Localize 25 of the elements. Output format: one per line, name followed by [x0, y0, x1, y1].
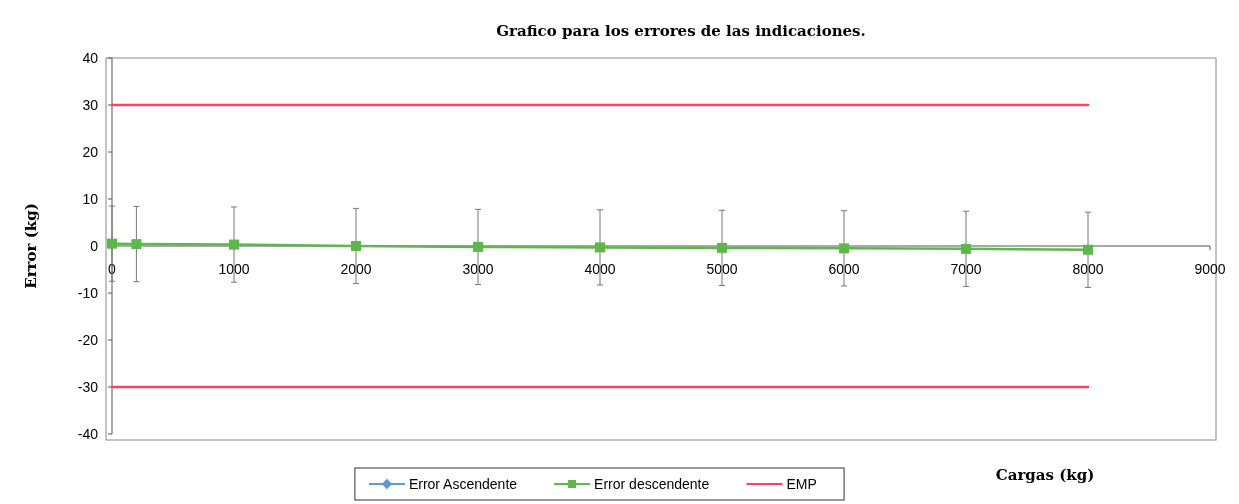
y-axis-title: Error (kg) [22, 203, 40, 289]
x-axis-title: Cargas (kg) [995, 466, 1095, 484]
x-tick-label: 1000 [218, 261, 250, 277]
x-tick-label: 8000 [1072, 261, 1104, 277]
y-tick-label: -40 [77, 425, 99, 442]
x-tick-label: 6000 [828, 261, 860, 277]
x-tick-label: 4000 [584, 261, 616, 277]
y-tick-label: 40 [82, 49, 99, 66]
x-tick-label: 2000 [340, 261, 372, 277]
x-tick-label: 0 [108, 261, 117, 277]
y-tick-label: -30 [77, 378, 99, 395]
x-tick-label: 7000 [950, 261, 982, 277]
legend-label: Error Ascendente [408, 475, 518, 492]
y-tick-label: 30 [82, 96, 99, 113]
y-tick-label: 0 [90, 237, 99, 254]
x-tick-label: 9000 [1194, 261, 1226, 277]
legend-label: EMP [786, 475, 817, 492]
y-tick-label: -10 [77, 284, 99, 301]
y-tick-label: 10 [82, 190, 99, 207]
chart-title: Grafico para los errores de las indicaciones. [496, 22, 866, 40]
legend-label: Error descendente [594, 475, 710, 492]
x-tick-label: 5000 [706, 261, 738, 277]
x-tick-label: 3000 [462, 261, 494, 277]
y-tick-label: -20 [77, 331, 99, 348]
y-tick-label: 20 [82, 143, 99, 160]
